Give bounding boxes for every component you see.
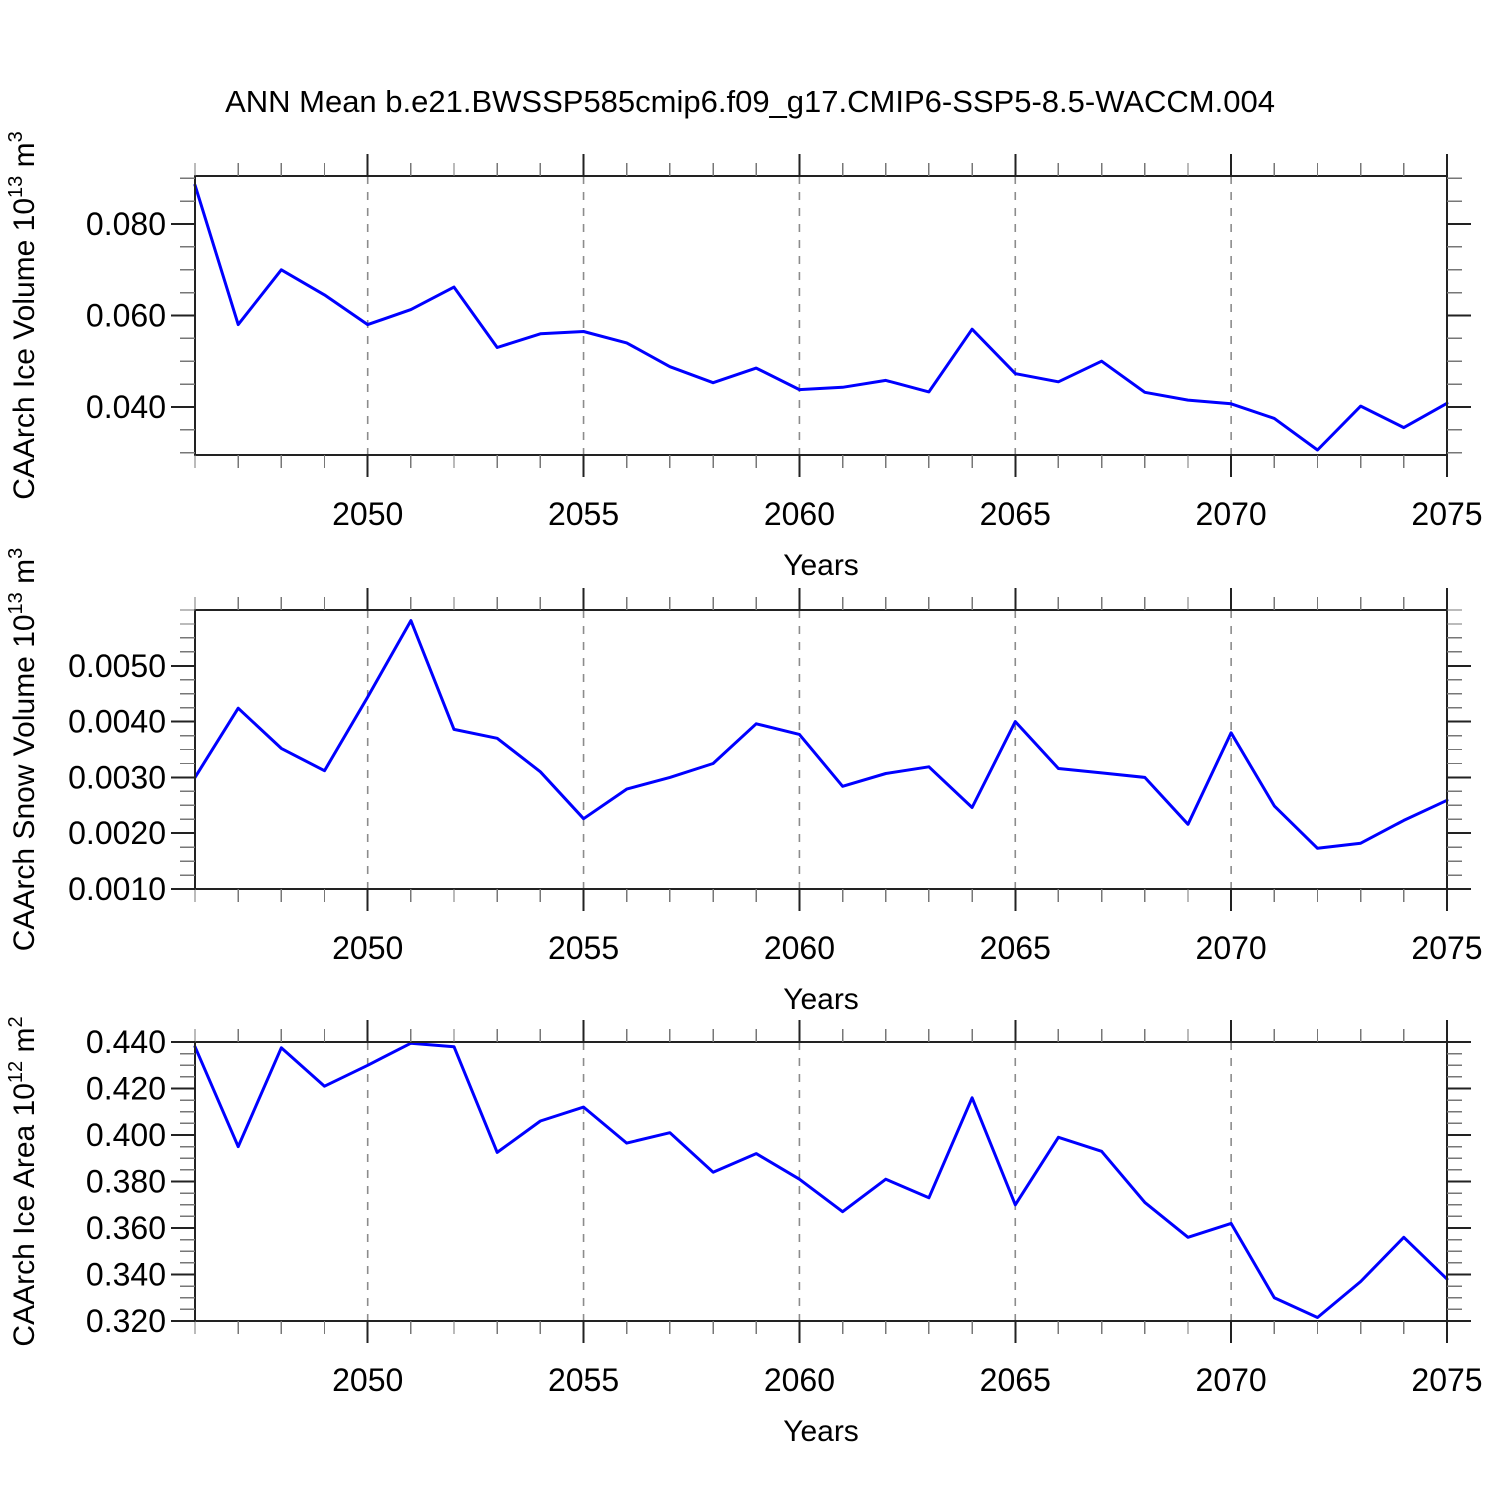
y-tick-label: 0.320	[86, 1303, 166, 1339]
y-tick-label: 0.440	[86, 1024, 166, 1060]
x-tick-label: 2075	[1411, 1362, 1482, 1398]
x-tick-label: 2060	[764, 496, 835, 532]
plot-border	[194, 1041, 1448, 1322]
x-tick-label: 2065	[980, 1362, 1051, 1398]
y-tick-label: 0.380	[86, 1164, 166, 1200]
x-tick-label: 2070	[1196, 1362, 1267, 1398]
x-tick-label: 2050	[332, 930, 403, 966]
x-axis-title: Years	[783, 983, 859, 1016]
y-tick-label: 0.0040	[68, 704, 166, 740]
x-tick-label: 2075	[1411, 496, 1482, 532]
plot-border	[194, 609, 1448, 890]
x-tick-label: 2060	[764, 930, 835, 966]
x-tick-label: 2055	[548, 496, 619, 532]
series-line	[193, 183, 1449, 452]
chart-ice-area: 2050 2055 2060 2065 2070 2075 0.320 0.340 0.360 0…	[5, 1016, 1483, 1448]
x-tick-label: 2050	[332, 496, 403, 532]
x-axis-title: Years	[783, 1415, 859, 1448]
chart-ice-volume: 2050 2055 2060 2065 2070 2075 0.040 0.060 0.080 Y…	[5, 131, 1483, 582]
y-tick-label: 0.060	[86, 298, 166, 334]
x-axis-title: Years	[783, 549, 859, 582]
y-tick-label: 0.0050	[68, 648, 166, 684]
y-axis-title: CAArch Ice Area 1012 m2	[5, 1016, 41, 1346]
x-tick-label: 2050	[332, 1362, 403, 1398]
x-tick-label: 2055	[548, 1362, 619, 1398]
y-tick-label: 0.0020	[68, 815, 166, 851]
y-axis-title: CAArch Snow Volume 1013 m3	[5, 548, 41, 952]
y-tick-label: 0.400	[86, 1117, 166, 1153]
y-tick-label: 0.0010	[68, 871, 166, 907]
series-line	[193, 1041, 1449, 1319]
x-tick-label: 2070	[1196, 930, 1267, 966]
x-tick-label: 2055	[548, 930, 619, 966]
y-tick-label: 0.040	[86, 389, 166, 425]
y-tick-label: 0.340	[86, 1257, 166, 1293]
y-tick-label: 0.080	[86, 206, 166, 242]
series-line	[193, 619, 1449, 850]
y-tick-label: 0.420	[86, 1071, 166, 1107]
x-tick-label: 2070	[1196, 496, 1267, 532]
x-tick-label: 2075	[1411, 930, 1482, 966]
x-tick-label: 2065	[980, 930, 1051, 966]
y-tick-label: 0.360	[86, 1210, 166, 1246]
y-axis-title: CAArch Ice Volume 1013 m3	[5, 131, 41, 500]
chart-snow-volume: 2050 2055 2060 2065 2070 2075 0.0010 0.0020 0.00…	[5, 548, 1483, 1016]
y-tick-label: 0.0030	[68, 759, 166, 795]
figure-title: ANN Mean b.e21.BWSSP585cmip6.f09_g17.CMI…	[225, 84, 1275, 119]
x-tick-label: 2060	[764, 1362, 835, 1398]
x-tick-label: 2065	[980, 496, 1051, 532]
